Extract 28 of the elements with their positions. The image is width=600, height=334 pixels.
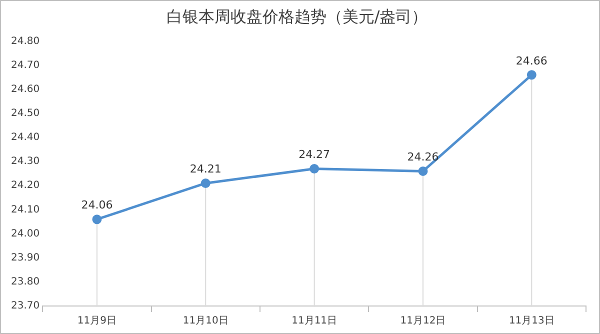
y-tick-label: 23.80 [10,276,40,288]
x-tick-label: 11月9日 [77,316,117,327]
x-tick-label: 11月13日 [508,316,554,327]
x-tick-label: 11月10日 [182,316,228,327]
point [92,214,102,224]
y-tick-label: 24.50 [10,108,40,120]
point [418,166,428,176]
data-label: 24.06 [81,198,113,212]
y-tick-label: 24.80 [10,36,40,47]
y-tick-label: 24.20 [10,180,40,192]
point [310,164,320,174]
chart-title: 白银本周收盘价格趋势（美元/盎司） [166,6,428,26]
data-label: 24.27 [298,148,330,162]
data-label: 24.66 [516,54,548,68]
x-tick-label: 11月12日 [400,316,446,327]
y-tick-label: 24.10 [10,204,40,216]
y-tick-label: 23.70 [10,300,40,312]
point [526,70,536,80]
y-tick-label: 23.90 [10,252,40,264]
x-tick-label: 11月11日 [292,316,338,327]
data-label: 24.26 [407,150,439,164]
data-label: 24.21 [190,162,222,176]
y-tick-label: 24.30 [10,156,40,168]
y-tick-label: 24.60 [10,84,40,95]
y-tick-label: 24.70 [10,60,40,71]
point [200,178,210,188]
y-tick-label: 24.40 [10,132,40,144]
y-tick-label: 24.00 [10,228,40,240]
